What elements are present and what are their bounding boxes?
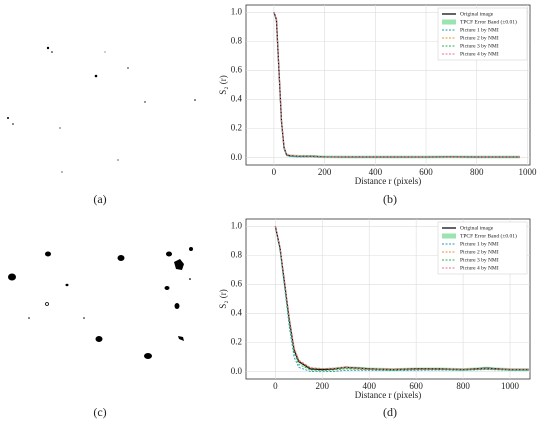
y-axis-label: S₂ (r): [218, 289, 228, 308]
x-tick-label: 400: [369, 167, 383, 177]
legend-label: Picture 4 by NMI: [460, 51, 499, 57]
x-tick-label: 800: [456, 381, 470, 391]
legend-label: Picture 2 by NMI: [460, 35, 499, 41]
y-tick-label: 1.0: [231, 220, 243, 230]
legend-label: Original image: [460, 11, 494, 17]
x-tick-label: 600: [419, 167, 433, 177]
y-tick-label: 1.0: [231, 6, 243, 16]
microstructure-a: [7, 46, 196, 173]
x-tick-label: 0: [273, 381, 278, 391]
legend-label: Picture 2 by NMI: [460, 249, 499, 255]
y-tick-label: 0.2: [231, 337, 242, 347]
caption: (a): [93, 192, 106, 206]
y-tick-label: 0.8: [231, 249, 243, 259]
x-tick-label: 800: [470, 167, 484, 177]
y-tick-label: 0.0: [231, 152, 243, 162]
x-tick-label: 1000: [518, 167, 537, 177]
caption: (d): [383, 405, 397, 419]
legend-label: Picture 3 by NMI: [460, 257, 499, 263]
x-tick-label: 0: [272, 167, 277, 177]
legend-label: Original image: [460, 225, 494, 231]
y-tick-label: 0.4: [231, 308, 243, 318]
series-line: [273, 12, 520, 158]
legend-swatch: [442, 233, 456, 239]
y-tick-label: 0.6: [231, 65, 243, 75]
x-tick-label: 400: [362, 381, 376, 391]
y-tick-label: 0.4: [231, 94, 243, 104]
series-line: [274, 226, 529, 372]
y-tick-label: 0.2: [231, 123, 242, 133]
legend-box: [437, 7, 528, 61]
microstructure-c: [8, 247, 193, 359]
x-tick-label: 600: [409, 381, 423, 391]
y-tick-label: 0.0: [231, 366, 243, 376]
x-tick-label: 200: [318, 167, 332, 177]
caption: (b): [383, 192, 397, 206]
legend-label: TPCF Error Band (±0.01): [460, 18, 517, 25]
x-tick-label: 1000: [501, 381, 520, 391]
y-axis-label: S₂ (r): [218, 75, 228, 94]
legend-box: [437, 221, 528, 275]
legend-label: Picture 1 by NMI: [460, 27, 499, 33]
legend-label: Picture 4 by NMI: [460, 265, 499, 271]
y-tick-label: 0.8: [231, 35, 243, 45]
legend-label: Picture 1 by NMI: [460, 241, 499, 247]
series-line: [274, 226, 529, 373]
x-tick-label: 200: [316, 381, 330, 391]
legend-label: TPCF Error Band (±0.01): [460, 232, 517, 239]
y-tick-label: 0.6: [231, 279, 243, 289]
legend-swatch: [442, 19, 456, 25]
x-axis-label: Distance r (pixels): [355, 176, 421, 186]
series-line: [274, 226, 529, 370]
x-axis-label: Distance r (pixels): [355, 390, 421, 400]
legend-label: Picture 3 by NMI: [460, 43, 499, 49]
caption: (c): [93, 405, 106, 419]
